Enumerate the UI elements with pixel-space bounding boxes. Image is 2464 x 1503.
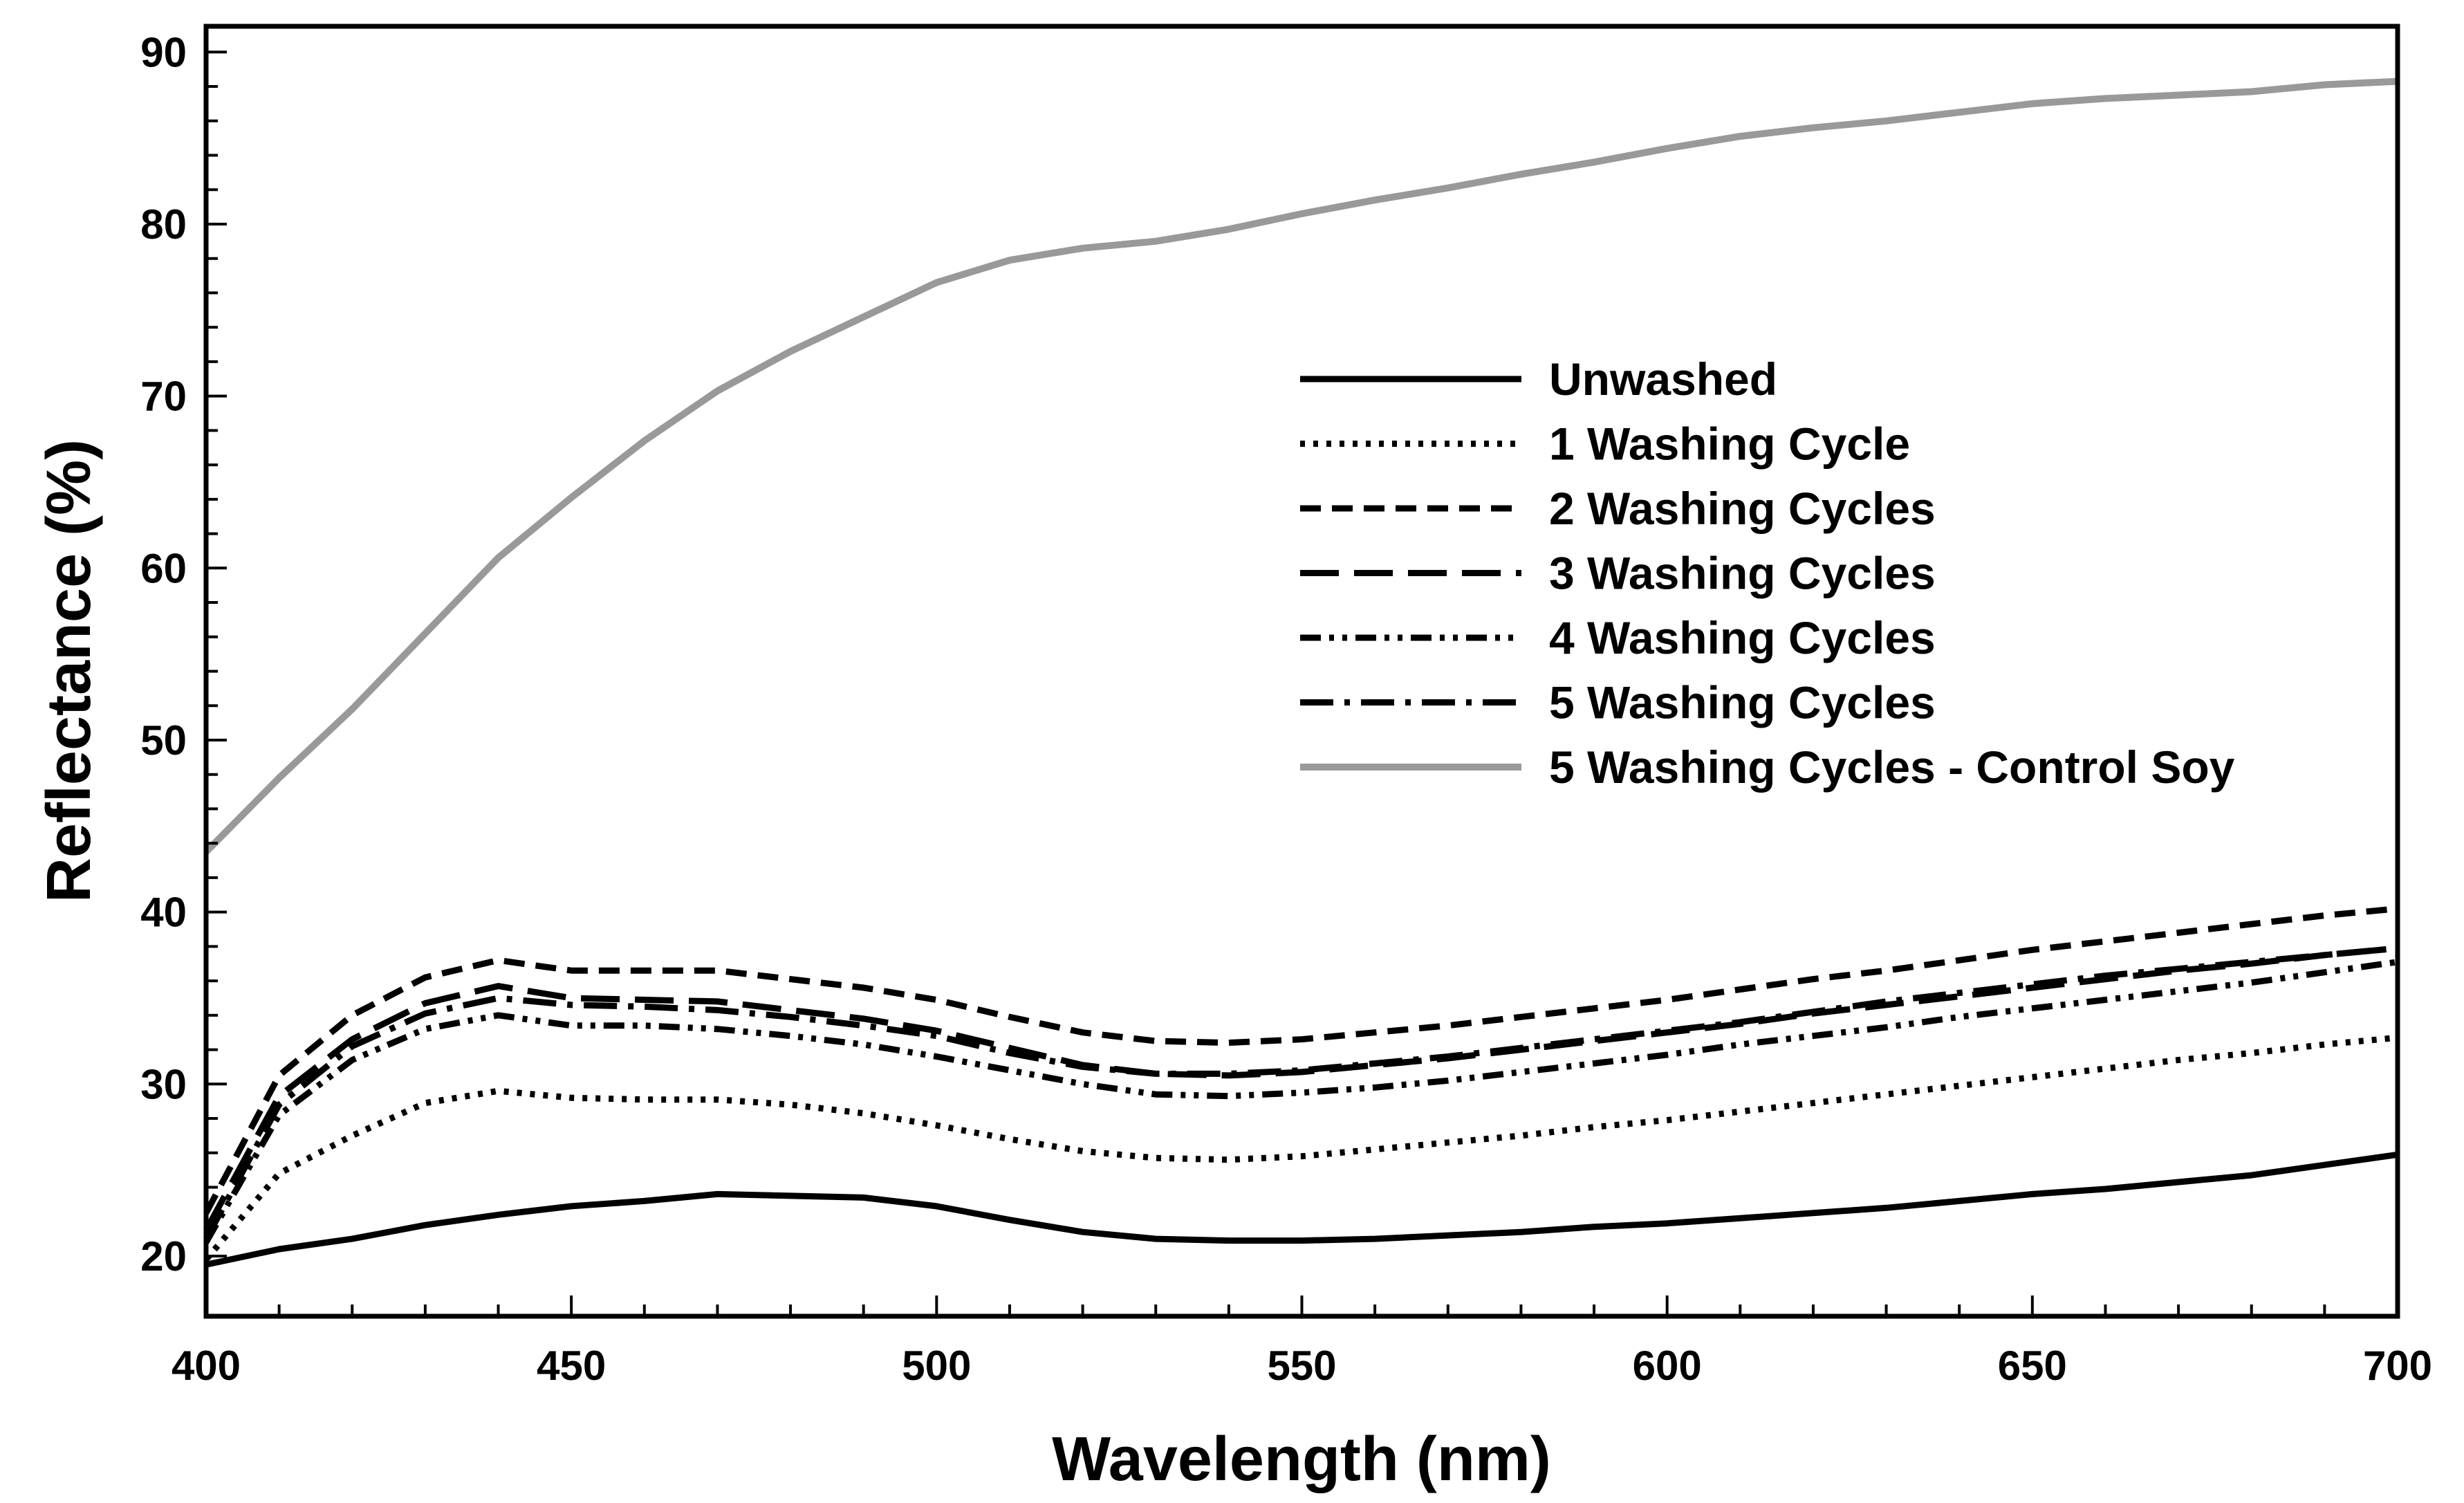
y-tick-label: 20	[140, 1233, 187, 1280]
y-axis-ticks	[206, 50, 227, 1257]
x-tick-label: 400	[172, 1343, 241, 1389]
y-tick-label: 80	[140, 201, 187, 248]
x-axis-ticks	[277, 1295, 2326, 1316]
series-line-1	[203, 1034, 2398, 1262]
y-tick-label: 30	[140, 1061, 187, 1107]
plot-series-group	[203, 77, 2398, 1268]
series-line-4	[203, 959, 2398, 1244]
x-axis-tick-labels: 400 450 500 550 600 650 700	[172, 1343, 2432, 1389]
x-tick-label: 550	[1267, 1343, 1336, 1389]
legend-label-2: 2 Washing Cycles	[1549, 483, 1936, 534]
y-tick-label: 40	[140, 889, 187, 936]
legend-label-1: 1 Washing Cycle	[1549, 418, 1910, 470]
legend-label-3: 3 Washing Cycles	[1549, 548, 1936, 599]
plot-area-frame	[203, 24, 2400, 1319]
legend-label-6: 5 Washing Cycles - Control Soy	[1549, 741, 2235, 793]
y-tick-label: 60	[140, 545, 187, 591]
x-tick-label: 650	[1998, 1343, 2067, 1389]
y-axis-title: Reflectance (%)	[35, 439, 104, 903]
x-tick-label: 600	[1633, 1343, 1702, 1389]
legend-label-4: 4 Washing Cycles	[1549, 612, 1936, 663]
series-line-6	[203, 77, 2398, 855]
legend: Unwashed 1 Washing Cycle 2 Washing Cycles 3…	[1300, 353, 2235, 793]
series-line-0	[205, 1151, 2398, 1268]
x-tick-label: 500	[902, 1343, 971, 1389]
y-tick-label: 70	[140, 374, 187, 420]
legend-label-5: 5 Washing Cycles	[1549, 677, 1936, 728]
y-axis-tick-labels: 20 30 40 50 60 70 80 90	[140, 29, 187, 1280]
legend-label-0: Unwashed	[1549, 353, 1777, 405]
x-tick-label: 450	[537, 1343, 606, 1389]
x-tick-label: 700	[2363, 1343, 2432, 1389]
series-line-2	[203, 905, 2398, 1215]
y-tick-label: 90	[140, 29, 187, 75]
series-line-5	[203, 945, 2398, 1241]
series-line-3	[203, 945, 2398, 1232]
y-tick-label: 50	[140, 717, 187, 764]
x-axis-title: Wavelength (nm)	[1052, 1425, 1551, 1494]
